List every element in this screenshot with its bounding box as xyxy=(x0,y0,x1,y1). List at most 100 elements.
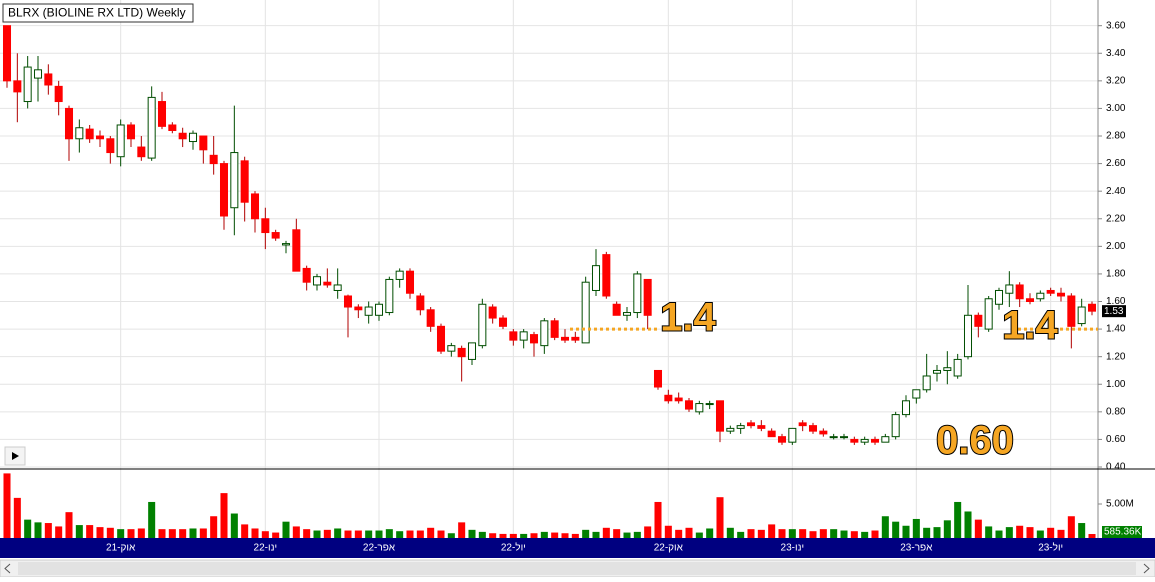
volume-bar xyxy=(788,529,796,538)
volume-bar xyxy=(592,531,600,538)
last-volume-label: 585.36K xyxy=(1104,527,1142,538)
candle-body xyxy=(571,336,580,341)
volume-bar xyxy=(778,529,786,538)
volume-bar xyxy=(561,533,569,538)
candle-body xyxy=(426,309,435,327)
candle-body xyxy=(922,375,931,391)
volume-bar xyxy=(323,529,331,538)
volume-bar xyxy=(551,532,559,538)
volume-bar xyxy=(272,532,280,538)
candle-body xyxy=(705,403,714,406)
volume-bar xyxy=(396,531,404,538)
candle-body xyxy=(416,295,425,311)
scroll-right[interactable] xyxy=(1143,563,1150,574)
title-box xyxy=(2,3,194,23)
volume-bar xyxy=(241,524,249,538)
volume-bar xyxy=(96,527,104,538)
y-tick-label: 0.60 xyxy=(1106,434,1126,445)
candle-body xyxy=(44,73,53,86)
candle-body xyxy=(726,427,735,432)
x-tick-label: 21-אוק xyxy=(106,543,136,554)
candle-body xyxy=(178,132,187,140)
volume-bar xyxy=(861,531,869,538)
volume-bar xyxy=(189,528,197,538)
candle-body xyxy=(881,436,890,443)
x-tick-label: 23-ינו xyxy=(781,543,805,554)
volume-bar xyxy=(1067,516,1075,538)
y-tick-label: 3.60 xyxy=(1106,20,1126,31)
volume-bar xyxy=(892,521,900,538)
volume-bar xyxy=(261,531,269,538)
volume-bar xyxy=(1016,525,1024,538)
volume-bar xyxy=(985,526,993,538)
candle-body xyxy=(1067,295,1076,327)
volume-bar xyxy=(830,529,838,538)
candle-body xyxy=(684,400,694,410)
volume-bar xyxy=(499,533,507,538)
y-tick-label: 3.20 xyxy=(1106,75,1126,86)
volume-bar xyxy=(685,527,693,538)
volume-bar xyxy=(458,522,466,538)
candle-body xyxy=(715,400,725,432)
volume-bar xyxy=(540,531,548,538)
y-tick-label: 2.80 xyxy=(1106,131,1126,142)
y-tick-label: 1.20 xyxy=(1106,351,1126,362)
candle-body xyxy=(250,193,260,220)
volume-bar xyxy=(1047,527,1055,538)
volume-bar xyxy=(406,530,414,538)
volume-bar xyxy=(86,525,94,538)
volume-bar xyxy=(664,525,672,538)
candle-body xyxy=(953,358,962,377)
candle-body xyxy=(994,289,1004,305)
volume-tick-label: 5.00M xyxy=(1106,499,1134,510)
candle-body xyxy=(281,243,291,246)
candle-body xyxy=(2,25,12,82)
candle-body xyxy=(261,218,270,234)
y-tick-label: 1.00 xyxy=(1106,379,1126,390)
volume-bar xyxy=(478,531,486,538)
candle-body xyxy=(736,425,745,429)
x-tick-label: 23-אפר xyxy=(900,543,933,554)
y-tick-label: 2.00 xyxy=(1106,241,1126,252)
candle-body xyxy=(126,124,136,140)
volume-bar xyxy=(65,512,73,538)
candle-body xyxy=(870,438,880,443)
candle-body xyxy=(653,369,663,388)
volume-bar xyxy=(148,501,156,538)
volume-bar xyxy=(840,530,848,538)
volume-bar xyxy=(644,526,652,538)
y-tick-label: 0.80 xyxy=(1106,406,1126,417)
volume-bar xyxy=(799,529,807,538)
scroll-thumb[interactable] xyxy=(18,562,1136,575)
candle-body xyxy=(364,306,373,316)
volume-bar xyxy=(44,523,52,538)
scroll-left[interactable] xyxy=(4,563,11,574)
volume-bar xyxy=(716,497,724,538)
volume-bar xyxy=(995,530,1003,538)
candle-body xyxy=(498,317,508,327)
candle-body xyxy=(1036,292,1045,300)
candle-body xyxy=(612,303,621,316)
volume-bar xyxy=(1088,534,1096,538)
volume-bar xyxy=(365,530,373,538)
candle-body xyxy=(963,314,973,358)
candle-body xyxy=(767,430,776,438)
candle-body xyxy=(829,436,838,439)
chart-title: BLRX (BIOLINE RX LTD) Weekly xyxy=(8,6,186,20)
candle-body xyxy=(839,436,849,439)
y-tick-label: 3.40 xyxy=(1106,48,1126,59)
volume-bar xyxy=(375,530,383,538)
candle-body xyxy=(302,267,311,283)
volume-bar xyxy=(24,519,32,538)
volume-bar xyxy=(912,518,920,538)
grid: 0.40 0.60 0.80 1.00 1.20 1.40 1.60 1.80 2.00 2.20… xyxy=(0,0,1134,538)
volume-bar xyxy=(3,473,11,538)
volume-bar xyxy=(385,529,393,538)
candle-body xyxy=(1015,284,1024,300)
annotation-text: 0.60 xyxy=(936,419,1014,463)
x-axis-band xyxy=(0,538,1155,558)
volume-bar xyxy=(737,531,745,538)
volume-bar xyxy=(1026,527,1034,538)
y-tick-label: 1.80 xyxy=(1106,269,1126,280)
candle-body xyxy=(1005,284,1014,294)
